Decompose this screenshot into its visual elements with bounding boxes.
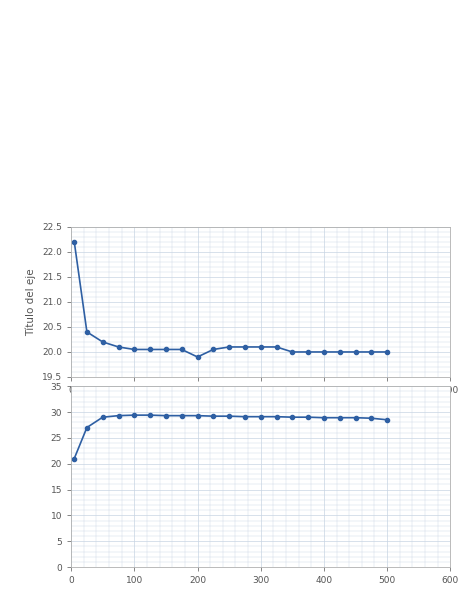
- X-axis label: Título del eje: Título del eje: [227, 400, 294, 411]
- Y-axis label: Título del eje: Título del eje: [26, 268, 36, 336]
